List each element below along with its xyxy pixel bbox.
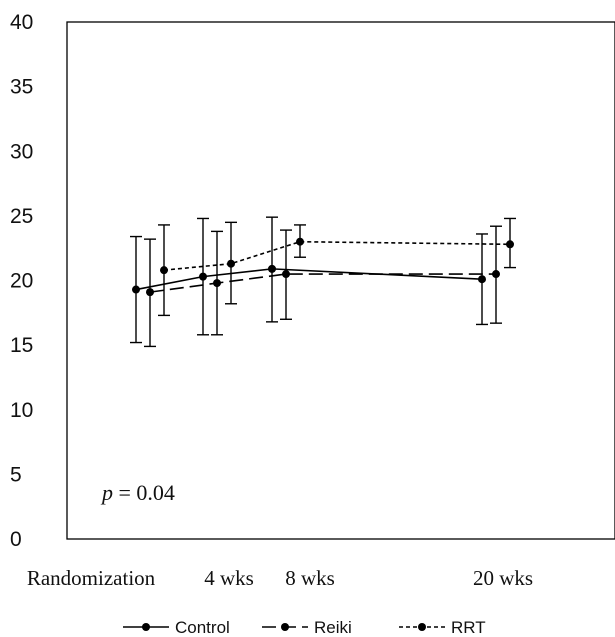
- legend-label-reiki: Reiki: [314, 618, 352, 637]
- y-tick-label: 10: [10, 399, 33, 422]
- x-tick-label: 20 wks: [473, 566, 533, 590]
- data-point: [282, 270, 290, 279]
- data-point: [213, 279, 221, 288]
- series-control: [130, 216, 488, 344]
- p-value-rest: = 0.04: [113, 480, 175, 505]
- series-line: [135, 268, 483, 291]
- p-value-italic: p: [100, 480, 113, 505]
- y-tick-label: 0: [10, 528, 22, 551]
- data-point: [132, 285, 140, 294]
- x-tick-label: 4 wks: [204, 566, 254, 590]
- legend-label-rrt: RRT: [451, 618, 486, 637]
- data-point: [146, 288, 154, 297]
- legend-marker: [281, 623, 289, 631]
- x-tick-label: 8 wks: [285, 566, 335, 590]
- p-value-annotation: p = 0.04: [100, 480, 175, 505]
- legend-marker: [418, 623, 426, 631]
- data-point: [227, 259, 235, 268]
- y-tick-label: 5: [10, 463, 22, 486]
- data-point: [478, 275, 486, 284]
- series-line: [163, 240, 511, 271]
- series-rrt: [158, 217, 516, 317]
- data-point: [160, 266, 168, 275]
- y-tick-label: 15: [10, 334, 33, 357]
- x-tick-label: Randomization: [27, 566, 156, 590]
- y-tick-label: 25: [10, 205, 33, 228]
- y-tick-label: 35: [10, 76, 33, 99]
- y-tick-label: 40: [10, 11, 33, 34]
- y-tick-label: 20: [10, 270, 33, 293]
- data-point: [268, 264, 276, 273]
- data-point: [506, 240, 514, 249]
- series-reiki: [144, 225, 502, 348]
- y-tick-label: 30: [10, 140, 33, 163]
- legend-label-control: Control: [175, 618, 230, 637]
- data-point: [296, 237, 304, 246]
- legend: Control Reiki RRT: [123, 618, 486, 637]
- y-axis-ticks: 0 5 10 15 20 25 30 35 40: [10, 11, 33, 551]
- legend-marker: [142, 623, 150, 631]
- series-group: [130, 216, 516, 348]
- series-line: [149, 273, 496, 293]
- data-point: [492, 270, 500, 279]
- x-axis-ticks: Randomization 4 wks 8 wks 20 wks: [27, 566, 533, 590]
- data-point: [199, 272, 207, 281]
- plot-frame: [66, 21, 615, 540]
